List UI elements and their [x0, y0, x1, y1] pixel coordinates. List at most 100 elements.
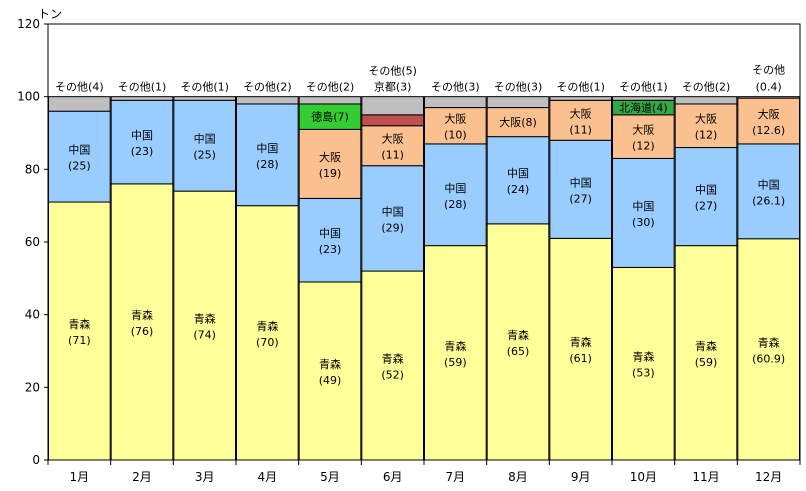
bar-segment-京都 — [361, 114, 425, 127]
segment-value-label: (60.9) — [752, 352, 785, 365]
segment-inline-label: 大阪(8) — [499, 115, 537, 129]
other-label: その他(1) — [619, 81, 668, 94]
bar-segment-大阪 — [549, 99, 612, 141]
bar-segment-その他 — [173, 96, 236, 101]
segment-name-label: 大阪 — [319, 150, 341, 164]
segment-name-label: 中国 — [382, 205, 404, 218]
bar-segment-中国 — [173, 99, 236, 192]
bar-segment-大阪 — [612, 114, 675, 159]
segment-value-label: (19) — [319, 167, 342, 180]
segment-name-label: 青森 — [68, 317, 90, 331]
segment-value-label: (70) — [256, 336, 279, 349]
segment-value-label: (25) — [193, 149, 216, 162]
segment-value-label: (24) — [507, 183, 530, 196]
segment-value-label: (23) — [319, 243, 342, 256]
segment-name-label: 青森 — [256, 319, 278, 333]
segment-value-label: (26.1) — [752, 194, 785, 207]
bar-segment-青森 — [737, 238, 800, 461]
bar-segment-その他 — [486, 96, 550, 109]
segment-name-label: 大阪 — [758, 107, 780, 121]
segment-name-label: 中国 — [632, 200, 654, 213]
other-label: その他(1) — [118, 81, 167, 94]
bar-segment-中国 — [612, 157, 675, 268]
bar-segment-その他 — [48, 96, 111, 112]
x-tick-label: 5月 — [320, 470, 340, 484]
bar-segment-青森 — [236, 205, 299, 461]
other-label: その他(1) — [180, 81, 229, 94]
bar-segment-その他 — [361, 96, 425, 116]
other-name-label: その他 — [752, 64, 785, 77]
segment-value-label: (25) — [68, 160, 91, 173]
other-value-label: (0.4) — [756, 81, 782, 94]
segment-name-label: 大阪 — [695, 112, 717, 126]
segment-value-label: (11) — [381, 149, 404, 162]
x-tick-label: 12月 — [755, 470, 782, 484]
segment-value-label: (28) — [444, 198, 467, 211]
x-tick-label: 1月 — [70, 470, 90, 484]
segment-value-label: (65) — [507, 345, 530, 358]
y-tick-label: 80 — [25, 162, 40, 176]
outside-segment-label: 京都(3) — [374, 80, 412, 94]
x-tick-label: 9月 — [571, 470, 591, 484]
segment-name-label: 青森 — [194, 312, 216, 326]
segment-value-label: (53) — [632, 367, 655, 380]
bar-segment-青森 — [612, 266, 675, 461]
segment-value-label: (49) — [319, 374, 342, 387]
x-tick-label: 8月 — [508, 470, 528, 484]
segment-name-label: 青森 — [382, 352, 404, 366]
bar-segment-中国 — [486, 136, 550, 225]
segment-value-label: (59) — [695, 356, 718, 369]
segment-name-label: 中国 — [507, 167, 529, 180]
bar-segment-その他 — [298, 96, 362, 105]
segment-value-label: (30) — [632, 216, 655, 229]
bar-segment-青森 — [549, 237, 612, 461]
segment-name-label: 中国 — [444, 182, 466, 195]
segment-name-label: 中国 — [695, 184, 717, 197]
y-tick-label: 60 — [25, 235, 40, 249]
bar-segment-中国 — [298, 197, 362, 283]
segment-inline-label: 徳島(7) — [311, 110, 349, 124]
segment-name-label: 中国 — [319, 227, 341, 240]
other-label: その他(3) — [431, 81, 480, 94]
x-tick-label: 6月 — [383, 470, 403, 484]
bar-segment-中国 — [737, 143, 800, 240]
bar-segment-その他 — [674, 96, 738, 105]
x-tick-label: 4月 — [258, 470, 278, 484]
other-label: その他(5) — [368, 65, 417, 78]
bar-segment-その他 — [549, 96, 612, 101]
segment-value-label: (12.6) — [752, 124, 785, 137]
segment-name-label: 中国 — [194, 133, 216, 146]
segment-name-label: 青森 — [507, 328, 529, 342]
segment-value-label: (76) — [131, 325, 154, 338]
segment-value-label: (71) — [68, 334, 91, 347]
bar-segment-その他 — [236, 96, 299, 105]
segment-name-label: 青森 — [131, 308, 153, 322]
bars-layer — [48, 96, 800, 461]
y-axis-unit-label: トン — [38, 7, 62, 21]
segment-value-label: (59) — [444, 356, 467, 369]
segment-value-label: (12) — [695, 129, 718, 142]
segment-value-label: (74) — [193, 329, 216, 342]
segment-name-label: 中国 — [758, 178, 780, 191]
bar-segment-その他 — [424, 96, 487, 109]
bar-segment-青森 — [110, 183, 174, 461]
segment-name-label: 青森 — [444, 339, 466, 353]
bar-segment-その他 — [110, 96, 174, 101]
segment-name-label: 青森 — [758, 335, 780, 349]
other-label: その他(4) — [55, 81, 104, 94]
y-tick-label: 40 — [25, 308, 40, 322]
bar-segment-徳島 — [298, 103, 362, 130]
bar-segment-青森 — [48, 201, 111, 461]
bar-segment-大阪 — [424, 107, 487, 145]
segment-value-label: (52) — [381, 369, 404, 382]
segment-name-label: 大阪 — [632, 123, 654, 137]
segment-name-label: 大阪 — [570, 106, 592, 120]
other-label: その他(2) — [682, 81, 731, 94]
y-tick-label: 0 — [32, 453, 40, 467]
bar-segment-中国 — [674, 147, 738, 247]
x-tick-label: 11月 — [692, 470, 719, 484]
segment-value-label: (10) — [444, 129, 467, 142]
y-tick-label: 100 — [17, 90, 40, 104]
bar-segment-大阪 — [361, 125, 425, 167]
